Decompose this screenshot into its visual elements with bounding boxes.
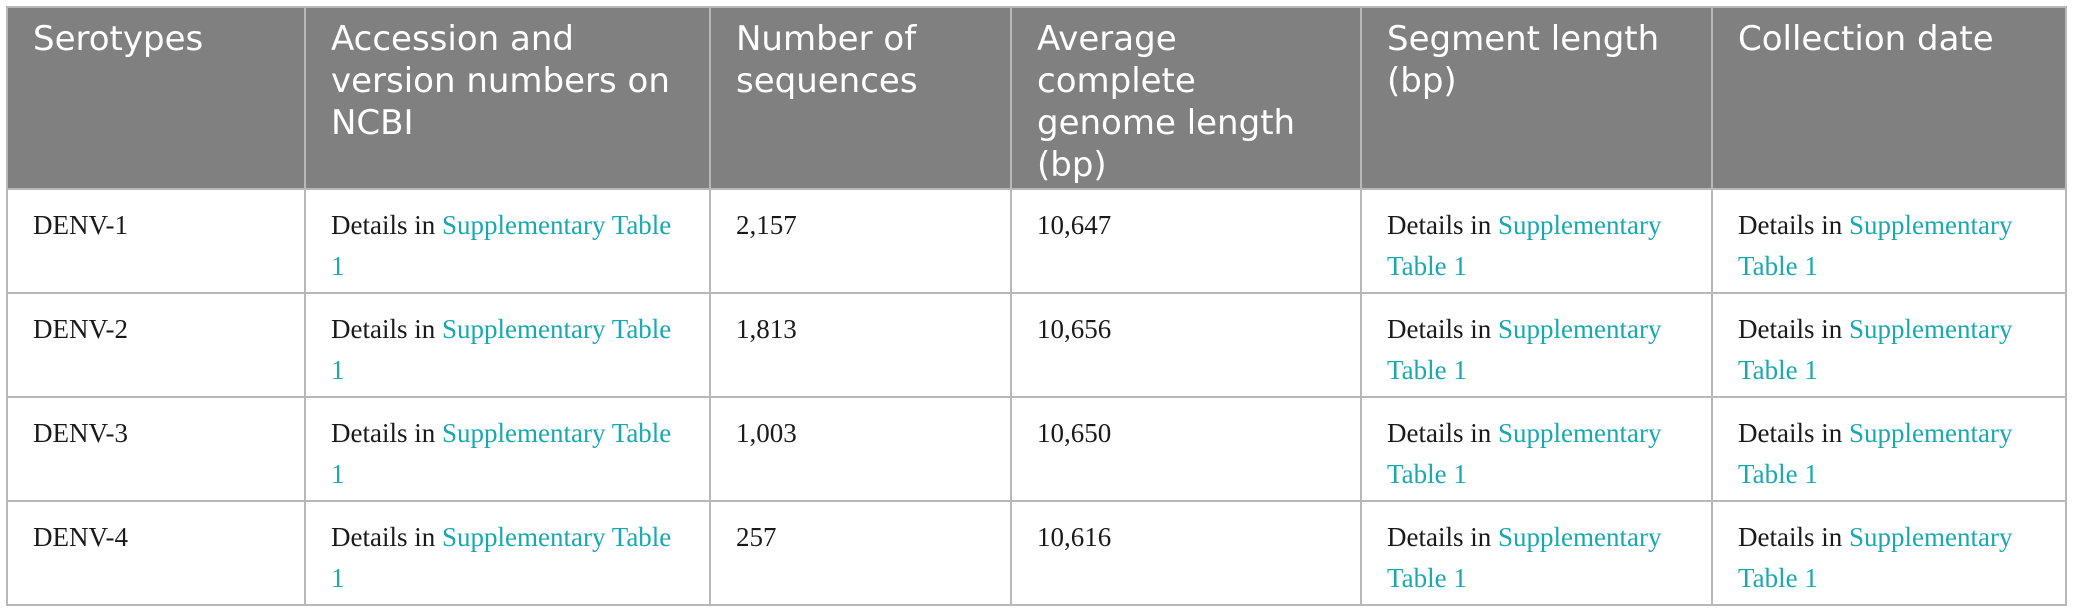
- header-number-of-sequences: Number of sequences: [709, 6, 1012, 190]
- details-prefix: Details in: [1387, 418, 1492, 448]
- cell-sequences: 1,813: [709, 292, 1012, 398]
- cell-collection-date: Details in Supplementary Table 1: [1711, 188, 2067, 294]
- cell-accession: Details in Supplementary Table 1: [304, 292, 711, 398]
- table-body: DENV-1 Details in Supplementary Table 1 …: [6, 188, 2067, 606]
- table-row: DENV-3 Details in Supplementary Table 1 …: [6, 396, 2067, 502]
- cell-genome-length: 10,650: [1010, 396, 1362, 502]
- cell-segment-length: Details in Supplementary Table 1: [1360, 396, 1713, 502]
- header-serotypes: Serotypes: [6, 6, 306, 190]
- supplementary-table-link[interactable]: Supplementary Table 1: [1738, 522, 2013, 593]
- cell-collection-date: Details in Supplementary Table 1: [1711, 396, 2067, 502]
- details-prefix: Details in: [1387, 210, 1492, 240]
- cell-sequences: 1,003: [709, 396, 1012, 502]
- cell-segment-length: Details in Supplementary Table 1: [1360, 292, 1713, 398]
- supplementary-table-link[interactable]: Supplementary Table 1: [331, 210, 672, 281]
- cell-genome-length: 10,656: [1010, 292, 1362, 398]
- cell-serotype: DENV-3: [6, 396, 306, 502]
- cell-collection-date: Details in Supplementary Table 1: [1711, 292, 2067, 398]
- details-prefix: Details in: [331, 418, 436, 448]
- cell-accession: Details in Supplementary Table 1: [304, 396, 711, 502]
- header-row: Serotypes Accession and version numbers …: [6, 6, 2067, 190]
- cell-collection-date: Details in Supplementary Table 1: [1711, 500, 2067, 606]
- supplementary-table-link[interactable]: Supplementary Table 1: [1738, 314, 2013, 385]
- header-accession: Accession and version numbers on NCBI: [304, 6, 711, 190]
- supplementary-table-link[interactable]: Supplementary Table 1: [1738, 210, 2013, 281]
- supplementary-table-link[interactable]: Supplementary Table 1: [1387, 314, 1662, 385]
- header-average-genome-length: Average complete genome length (bp): [1010, 6, 1362, 190]
- supplementary-table-link[interactable]: Supplementary Table 1: [1738, 418, 2013, 489]
- supplementary-table-link[interactable]: Supplementary Table 1: [1387, 522, 1662, 593]
- details-prefix: Details in: [331, 314, 436, 344]
- cell-genome-length: 10,647: [1010, 188, 1362, 294]
- table-row: DENV-1 Details in Supplementary Table 1 …: [6, 188, 2067, 294]
- data-table-container: Serotypes Accession and version numbers …: [6, 6, 2067, 606]
- cell-genome-length: 10,616: [1010, 500, 1362, 606]
- details-prefix: Details in: [1738, 210, 1843, 240]
- details-prefix: Details in: [331, 210, 436, 240]
- supplementary-table-link[interactable]: Supplementary Table 1: [1387, 210, 1662, 281]
- cell-sequences: 2,157: [709, 188, 1012, 294]
- details-prefix: Details in: [331, 522, 436, 552]
- supplementary-table-link[interactable]: Supplementary Table 1: [1387, 418, 1662, 489]
- supplementary-table-link[interactable]: Supplementary Table 1: [331, 522, 672, 593]
- details-prefix: Details in: [1387, 314, 1492, 344]
- data-table: Serotypes Accession and version numbers …: [6, 6, 2067, 606]
- cell-accession: Details in Supplementary Table 1: [304, 500, 711, 606]
- details-prefix: Details in: [1738, 314, 1843, 344]
- cell-segment-length: Details in Supplementary Table 1: [1360, 188, 1713, 294]
- cell-segment-length: Details in Supplementary Table 1: [1360, 500, 1713, 606]
- cell-serotype: DENV-2: [6, 292, 306, 398]
- cell-sequences: 257: [709, 500, 1012, 606]
- details-prefix: Details in: [1738, 522, 1843, 552]
- table-row: DENV-4 Details in Supplementary Table 1 …: [6, 500, 2067, 606]
- details-prefix: Details in: [1738, 418, 1843, 448]
- supplementary-table-link[interactable]: Supplementary Table 1: [331, 314, 672, 385]
- header-collection-date: Collection date: [1711, 6, 2067, 190]
- header-segment-length: Segment length (bp): [1360, 6, 1713, 190]
- cell-accession: Details in Supplementary Table 1: [304, 188, 711, 294]
- cell-serotype: DENV-1: [6, 188, 306, 294]
- cell-serotype: DENV-4: [6, 500, 306, 606]
- details-prefix: Details in: [1387, 522, 1492, 552]
- supplementary-table-link[interactable]: Supplementary Table 1: [331, 418, 672, 489]
- table-row: DENV-2 Details in Supplementary Table 1 …: [6, 292, 2067, 398]
- table-header: Serotypes Accession and version numbers …: [6, 6, 2067, 190]
